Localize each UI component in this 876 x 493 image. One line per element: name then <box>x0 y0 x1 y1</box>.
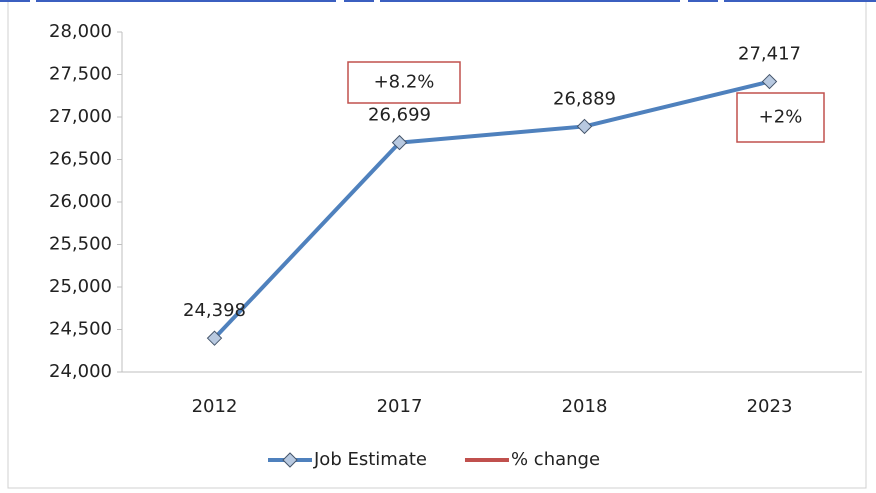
series-line <box>213 79 770 340</box>
legend-label: % change <box>511 449 600 470</box>
point-marker <box>206 330 223 346</box>
x-tick-label: 2018 <box>562 396 608 417</box>
y-tick-label: 25,500 <box>49 234 112 255</box>
y-tick-label: 26,000 <box>49 191 112 212</box>
legend-marker <box>282 452 298 468</box>
point-marker <box>391 134 408 151</box>
point-marker <box>761 73 778 90</box>
data-label: 26,699 <box>368 105 431 126</box>
annotation-box <box>347 61 461 104</box>
annotation-box <box>736 92 825 143</box>
y-tick-label: 27,000 <box>49 106 112 127</box>
data-label: 24,398 <box>183 300 246 321</box>
x-tick-label: 2012 <box>192 396 238 417</box>
x-tick-label: 2023 <box>747 396 793 417</box>
data-label: 26,889 <box>553 88 616 109</box>
y-tick-label: 25,000 <box>49 276 112 297</box>
x-tick-label: 2017 <box>377 396 423 417</box>
y-tick-label: 28,000 <box>49 21 112 42</box>
data-label: 27,417 <box>738 44 801 65</box>
point-marker <box>576 118 593 135</box>
y-tick-label: 24,000 <box>49 361 112 382</box>
annotation: +8.2% <box>374 72 435 93</box>
chart-frame <box>7 0 867 489</box>
legend-label: Job Estimate <box>313 449 427 470</box>
annotation: +2% <box>759 107 803 128</box>
y-tick-label: 26,500 <box>49 149 112 170</box>
y-tick-label: 24,500 <box>49 319 112 340</box>
y-tick-label: 27,500 <box>49 64 112 85</box>
